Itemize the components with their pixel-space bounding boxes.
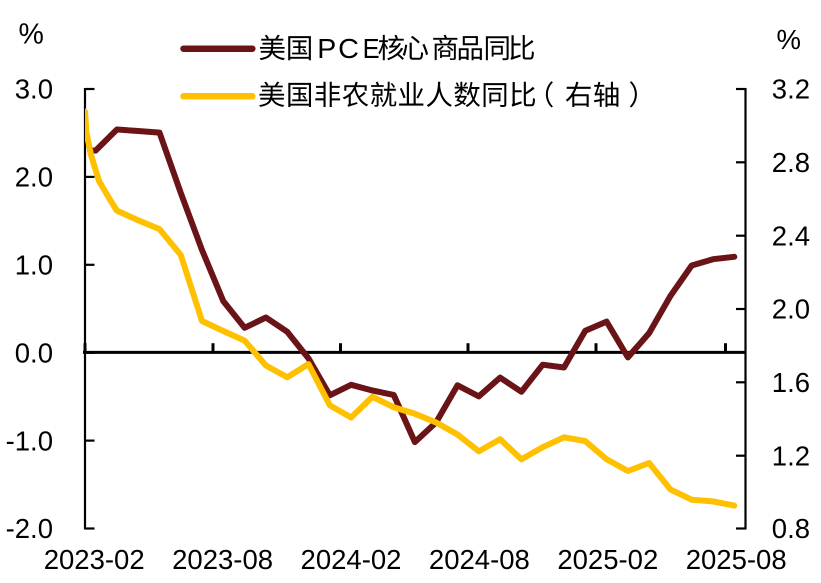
svg-text:2023-08: 2023-08 (172, 544, 273, 575)
svg-text:0.8: 0.8 (772, 513, 810, 544)
svg-text:2.8: 2.8 (772, 147, 810, 178)
svg-text:-1.0: -1.0 (6, 425, 53, 456)
svg-text:2.4: 2.4 (772, 220, 810, 251)
svg-text:%: % (777, 24, 801, 55)
svg-text:3.2: 3.2 (772, 74, 810, 105)
svg-text:2024-08: 2024-08 (429, 544, 530, 575)
svg-text:2.0: 2.0 (772, 294, 810, 325)
svg-text:2024-02: 2024-02 (301, 544, 402, 575)
svg-text:0.0: 0.0 (15, 337, 53, 368)
svg-text:E: E (363, 33, 380, 64)
svg-text:1.6: 1.6 (772, 367, 810, 398)
svg-text:2025-02: 2025-02 (557, 544, 658, 575)
svg-text:2025-08: 2025-08 (686, 544, 787, 575)
svg-text:%: % (19, 19, 44, 51)
svg-text:P: P (317, 33, 336, 64)
svg-text:1.0: 1.0 (15, 250, 53, 281)
svg-text:1.2: 1.2 (772, 440, 810, 471)
svg-text:C: C (338, 33, 359, 64)
svg-text:3.0: 3.0 (15, 74, 53, 105)
svg-text:2023-02: 2023-02 (44, 544, 145, 575)
svg-text:-2.0: -2.0 (6, 513, 53, 544)
svg-text:2.0: 2.0 (15, 162, 53, 193)
